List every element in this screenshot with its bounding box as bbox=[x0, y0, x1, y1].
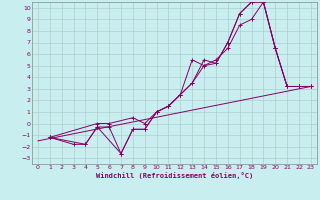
X-axis label: Windchill (Refroidissement éolien,°C): Windchill (Refroidissement éolien,°C) bbox=[96, 172, 253, 179]
